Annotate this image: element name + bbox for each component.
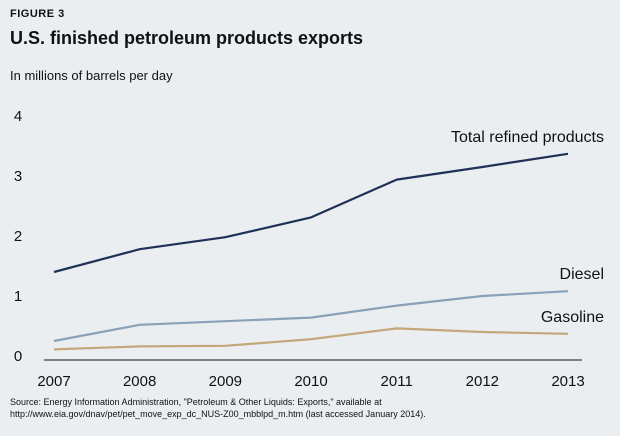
x-tick-label: 2009: [209, 373, 242, 390]
source-line-2: http://www.eia.gov/dnav/pet/pet_move_exp…: [10, 409, 426, 419]
series-line: [53, 327, 569, 351]
series-label: Diesel: [560, 266, 604, 283]
y-tick-label: 1: [14, 288, 22, 305]
series-line: [53, 152, 569, 274]
y-tick-label: 0: [14, 348, 22, 365]
series-line: [53, 290, 569, 343]
x-tick-label: 2011: [381, 373, 413, 390]
y-tick-label: 2: [14, 228, 22, 245]
x-tick-label: 2013: [551, 373, 584, 390]
source-note: Source: Energy Information Administratio…: [10, 396, 600, 420]
x-tick-label: 2008: [123, 373, 156, 390]
x-tick-label: 2012: [466, 373, 499, 390]
chart-subtitle: In millions of barrels per day: [10, 68, 173, 83]
chart-title: U.S. finished petroleum products exports: [10, 28, 364, 48]
series-label: Gasoline: [541, 309, 604, 326]
y-tick-label: 4: [14, 108, 22, 125]
series-label: Total refined products: [451, 129, 604, 146]
x-tick-label: 2010: [294, 373, 327, 390]
x-tick-label: 2007: [37, 373, 70, 390]
y-tick-label: 3: [14, 168, 22, 185]
figure-label: FIGURE 3: [10, 8, 65, 20]
source-line-1: Source: Energy Information Administratio…: [10, 397, 382, 407]
